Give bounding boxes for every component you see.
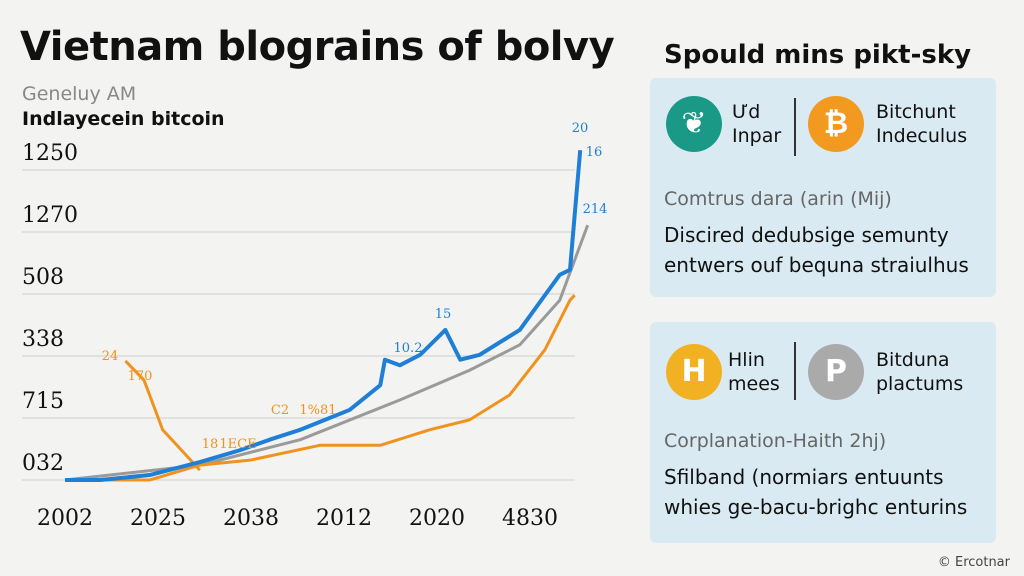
y-tick-label: 1270 (22, 203, 78, 228)
description: Sfilband (normiars entuunts whies ge-bac… (664, 465, 968, 519)
card-row: H Hlin mees P Bitduna plactums (650, 334, 996, 404)
panel-title: Spould mins pikt-sky (664, 40, 972, 70)
icon: P (808, 344, 864, 400)
y-tick-label: 508 (22, 265, 64, 290)
note: Comtrus dara (arin (Mij) (664, 188, 892, 210)
card: H Hlin mees P Bitduna plactums Corplanat… (650, 322, 996, 543)
y-tick-label: 1250 (22, 141, 78, 166)
subtitle: Indlayecein bitcoin (22, 108, 225, 130)
annotation: 170 (128, 369, 153, 384)
annotation: 1ECE (219, 437, 256, 452)
x-tick-label: 2038 (223, 506, 279, 531)
annotation: 15 (435, 307, 452, 322)
card-row: ❦ Ưd Inpar ₿ Bitchunt Indeculus (650, 90, 996, 160)
chart-title: Vietnam blograins of bolvy (20, 24, 615, 70)
label: Ưd Inpar (732, 101, 782, 147)
note: Corplanation-Haith 2hj) (664, 430, 887, 452)
subtitle: Geneluy AM (22, 83, 137, 105)
series-line (65, 149, 583, 482)
annotation: C2 (271, 403, 289, 418)
annotation: 1%81 (299, 403, 336, 418)
icon: ₿ (808, 96, 864, 152)
divider (794, 98, 796, 156)
label: Bitduna plactums (876, 349, 964, 395)
y-tick-label: 715 (22, 389, 64, 414)
series-line (64, 224, 590, 482)
annotation: 10.2 (394, 341, 423, 356)
icon: ❦ (666, 96, 722, 152)
divider (794, 342, 796, 400)
footer: © Ercotnar (937, 555, 1010, 570)
annotation: 20 (572, 121, 589, 136)
annotation: 24 (102, 349, 119, 364)
y-tick-label: 032 (22, 451, 64, 476)
series-line (124, 359, 201, 472)
series-line (65, 294, 576, 482)
x-tick-label: 2020 (409, 506, 465, 531)
label: Bitchunt Indeculus (876, 101, 968, 147)
x-tick-label: 4830 (502, 506, 558, 531)
x-tick-label: 2012 (316, 506, 372, 531)
label: Hlin mees (728, 349, 780, 395)
annotation: 16 (586, 145, 603, 160)
x-tick-label: 2002 (37, 506, 93, 531)
card: ❦ Ưd Inpar ₿ Bitchunt Indeculus Comtrus … (650, 78, 996, 297)
icon: H (666, 344, 722, 400)
description: Discired dedubsige semunty entwers ouf b… (664, 223, 969, 277)
y-tick-label: 338 (22, 327, 64, 352)
annotation: 214 (583, 202, 608, 217)
x-tick-label: 2025 (130, 506, 186, 531)
annotation: 18 (202, 437, 219, 452)
